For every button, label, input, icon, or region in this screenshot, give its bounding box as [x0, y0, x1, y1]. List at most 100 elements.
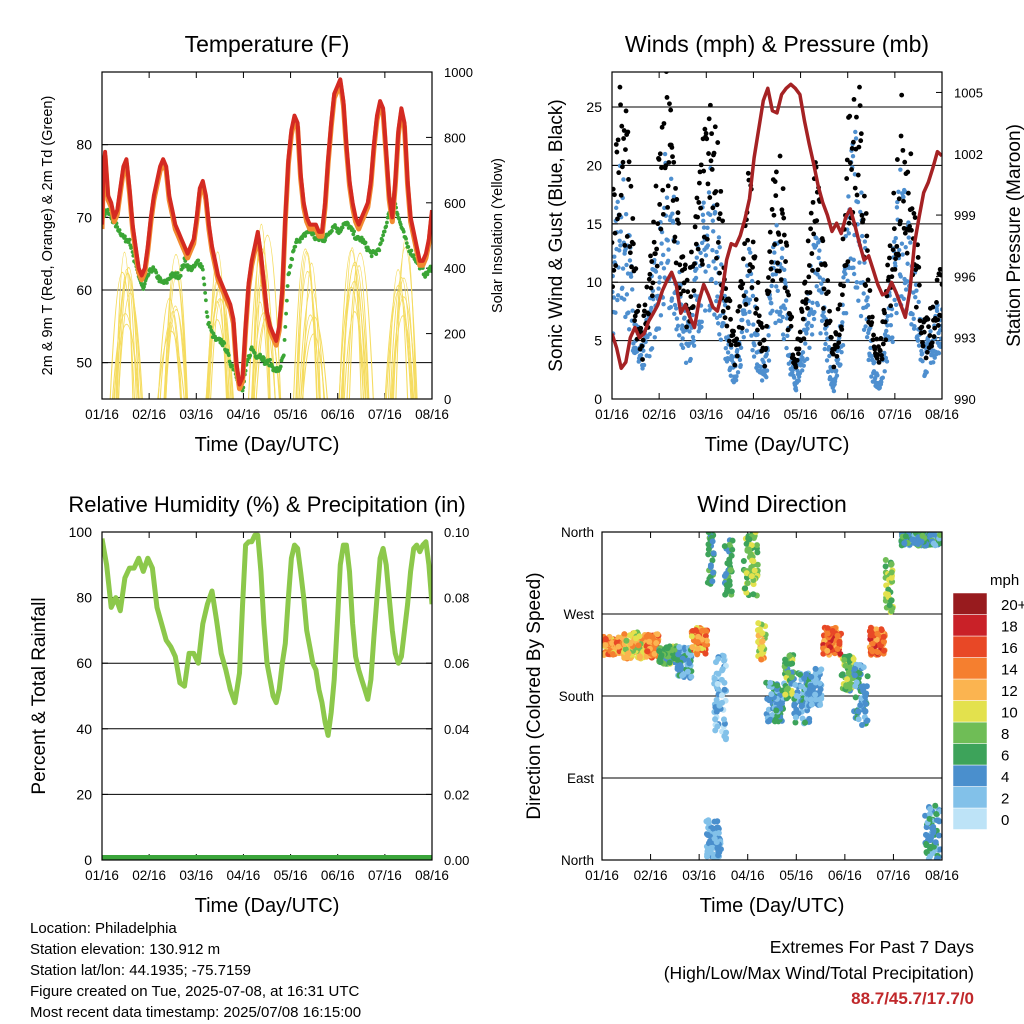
wind-direction-point	[758, 645, 765, 652]
humidity-xlabel: Time (Day/UTC)	[195, 895, 340, 917]
y-tick-label: 5	[594, 333, 602, 349]
y-tick-label-right: 993	[954, 331, 976, 346]
sonic-wind-point	[872, 359, 877, 365]
gust-point	[626, 177, 631, 182]
gust-point	[615, 137, 621, 143]
sonic-wind-point	[626, 310, 631, 315]
wind-direction-point	[711, 675, 718, 682]
wind-direction-point	[901, 540, 908, 547]
sonic-wind-point	[713, 266, 718, 271]
gust-point	[639, 343, 645, 349]
gust-point	[783, 259, 788, 264]
gust-point	[849, 167, 854, 172]
sonic-wind-point	[649, 346, 655, 351]
sonic-wind-point	[620, 266, 626, 271]
gust-point	[878, 336, 884, 341]
gust-point	[863, 283, 869, 288]
sonic-wind-point	[858, 209, 863, 215]
sonic-wind-point	[680, 323, 685, 328]
solar-insolation-trace	[113, 324, 140, 399]
gust-point	[657, 151, 663, 157]
sonic-wind-point	[905, 279, 910, 284]
gust-point	[785, 327, 791, 333]
gust-point	[808, 210, 814, 216]
sonic-wind-point	[861, 327, 867, 332]
plot-border	[611, 71, 943, 400]
sonic-wind-point	[825, 369, 831, 375]
wind-direction-point	[718, 676, 725, 683]
sonic-wind-point	[822, 346, 827, 352]
gust-point	[673, 185, 678, 191]
gust-point	[893, 256, 898, 262]
solar-insolation-trace	[348, 265, 370, 399]
gust-point	[741, 293, 747, 299]
wind-direction-point	[689, 644, 696, 651]
colorbar-swatch	[952, 614, 988, 637]
solar-insolation-trace	[117, 292, 143, 399]
wind-direction-point	[888, 561, 895, 568]
sonic-wind-point	[711, 229, 716, 234]
gust-point	[938, 313, 942, 319]
gust-point	[692, 261, 697, 267]
gust-point	[636, 303, 642, 309]
gust-point	[706, 116, 712, 122]
y-tick-label-right: 200	[444, 327, 466, 342]
sonic-wind-point	[879, 379, 884, 385]
gust-point	[644, 284, 650, 290]
dewpoint-point	[202, 282, 207, 287]
sonic-wind-point	[796, 378, 801, 383]
gust-point	[858, 138, 864, 144]
dewpoint-point	[283, 324, 288, 329]
wind-direction-point	[743, 570, 750, 577]
sonic-wind-point	[851, 257, 856, 263]
gust-point	[869, 314, 875, 320]
sonic-wind-point	[840, 320, 845, 325]
winds-chart: Winds (mph) & Pressure (mb) 01/16 02/16 03/…	[546, 31, 1024, 456]
gust-point	[633, 266, 639, 272]
sonic-wind-point	[764, 374, 769, 380]
gust-point	[840, 236, 846, 242]
wind-direction-point	[878, 627, 885, 634]
solar-insolation-trace	[346, 252, 374, 399]
wind-direction-point	[729, 537, 736, 544]
wind-direction-point	[713, 696, 720, 703]
dewpoint-point	[115, 225, 120, 229]
sonic-wind-point	[781, 336, 787, 342]
gust-point	[755, 280, 761, 285]
gust-point	[712, 124, 718, 130]
dewpoint-point	[352, 229, 356, 234]
sonic-wind-point	[868, 345, 873, 351]
sonic-wind-point	[854, 280, 860, 285]
gust-point	[648, 253, 653, 259]
gust-point	[740, 256, 746, 262]
y-tick-label: 40	[76, 721, 92, 737]
gust-point	[811, 231, 817, 237]
wind-direction-chart: Wind Direction 01/16 02/16 03/16 04/16 05/16 0…	[524, 491, 959, 917]
sonic-wind-point	[748, 250, 753, 255]
gust-point	[880, 341, 886, 347]
wind-direction-point	[853, 679, 860, 686]
sonic-wind-point	[855, 285, 860, 290]
gust-point	[769, 207, 775, 212]
dewpoint-point	[281, 353, 286, 358]
gust-point	[698, 162, 704, 168]
colorbar-label: 0	[1001, 812, 1009, 829]
x-tick-label: 05/16	[784, 407, 818, 422]
gust-point	[815, 267, 821, 273]
sonic-wind-point	[735, 370, 741, 375]
sonic-wind-point	[659, 241, 664, 246]
solar-insolation-trace	[300, 314, 321, 399]
y-tick-label: 60	[76, 282, 92, 298]
dewpoint-point	[207, 320, 211, 325]
wind-direction-point	[812, 679, 819, 686]
dewpoint-point	[303, 234, 308, 238]
gust-point	[753, 297, 759, 302]
wind-direction-point	[862, 708, 869, 715]
sonic-wind-point	[687, 329, 692, 334]
sonic-wind-point	[914, 288, 919, 293]
sonic-wind-point	[668, 304, 674, 310]
sonic-wind-point	[627, 258, 633, 263]
dewpoint-point	[297, 240, 302, 244]
wind-direction-point	[727, 566, 734, 573]
wind-direction-point	[864, 673, 871, 680]
